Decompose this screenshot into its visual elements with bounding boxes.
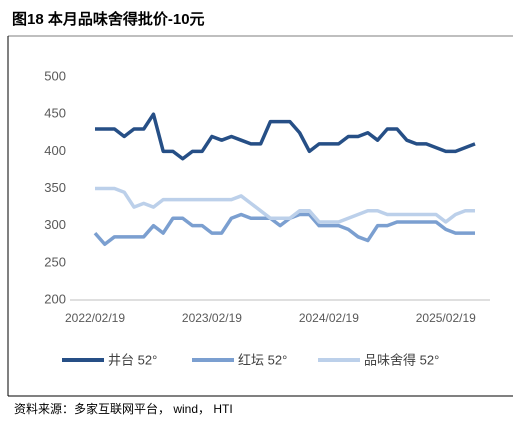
y-tick-label: 250 [44, 254, 66, 269]
y-tick-label: 400 [44, 143, 66, 158]
y-tick-label: 300 [44, 217, 66, 232]
legend-label: 井台 52° [108, 352, 157, 367]
legend-label: 品味舍得 52° [364, 352, 439, 367]
x-tick-label: 2022/02/19 [65, 311, 125, 325]
x-tick-label: 2023/02/19 [182, 311, 242, 325]
x-tick-label: 2024/02/19 [299, 311, 359, 325]
x-tick-label: 2025/02/19 [416, 311, 476, 325]
y-tick-label: 350 [44, 180, 66, 195]
series-line [95, 186, 475, 224]
source-note: 资料来源：多家互联网平台， wind， HTI [14, 401, 233, 416]
series-line [95, 112, 476, 161]
y-tick-label: 500 [44, 68, 66, 83]
chart-title: 图18 本月品味舍得批价-10元 [12, 10, 205, 28]
series-line [93, 212, 475, 246]
y-tick-label: 200 [44, 291, 66, 306]
legend-label: 红坛 52° [238, 352, 287, 367]
y-tick-label: 450 [44, 106, 66, 121]
